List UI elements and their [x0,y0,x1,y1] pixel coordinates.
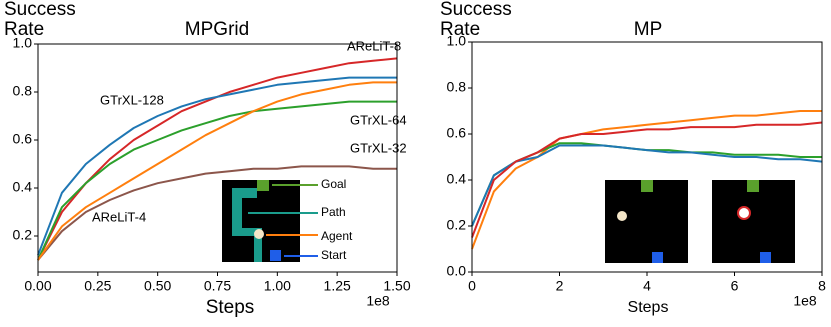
x-axis-label: Steps [628,299,669,316]
y-tick-label: 0.2 [13,227,33,243]
y-tick-label: 0.2 [447,217,467,233]
series-line [471,110,822,250]
x-tick-label: 0.00 [24,278,51,294]
x-tick-label: 1.00 [264,278,291,294]
y-tick-label: 1.0 [447,33,467,49]
y-axis-label: Success Rate [4,0,76,40]
x-tick-label: 0.75 [204,278,231,294]
inset-mp [605,180,795,263]
series-label: AReLiT-8 [347,38,401,53]
x-offset-label: 1e8 [793,293,817,309]
series-line [37,165,397,261]
series-line [37,100,397,261]
x-tick-label: 1.50 [383,278,410,294]
y-axis-label: Success Rate [440,0,512,40]
inset-mpgrid [222,180,318,262]
inset-annotation: Agent [321,229,353,243]
y-tick-label: 0.6 [13,131,33,147]
series-line [37,81,397,261]
chart-title: MPGrid [185,19,249,40]
x-tick-label: 2 [556,278,564,294]
x-tick-label: 0.25 [84,278,111,294]
y-tick-label: 0.4 [13,179,33,195]
y-tick-label: 0.8 [447,79,467,95]
y-tick-label: 0.8 [13,83,33,99]
series-label: AReLiT-4 [92,209,146,224]
x-tick-label: 4 [643,278,651,294]
y-tick-label: 1.0 [13,35,33,51]
y-tick-label: 0.6 [447,125,467,141]
y-tick-label: 0.0 [447,263,467,279]
series-line [471,121,823,238]
x-tick-label: 8 [818,278,826,294]
chart-title: MP [634,19,663,40]
x-tick-label: 0 [468,278,476,294]
series-label: GTrXL-128 [100,92,164,107]
series-label: GTrXL-32 [350,140,407,155]
inset-annotation: Goal [321,177,346,191]
series-line [471,144,823,227]
x-axis-label: Steps [206,297,255,318]
x-tick-label: 1.25 [324,278,351,294]
y-tick-label: 0.4 [447,171,467,187]
inset-annotation: Start [321,248,347,262]
x-tick-label: 6 [731,278,739,294]
x-offset-label: 1e8 [366,293,390,309]
series-line [37,76,397,256]
inset-annotation: Path [321,205,346,219]
x-tick-label: 0.50 [144,278,171,294]
series-label: GTrXL-64 [350,112,407,127]
